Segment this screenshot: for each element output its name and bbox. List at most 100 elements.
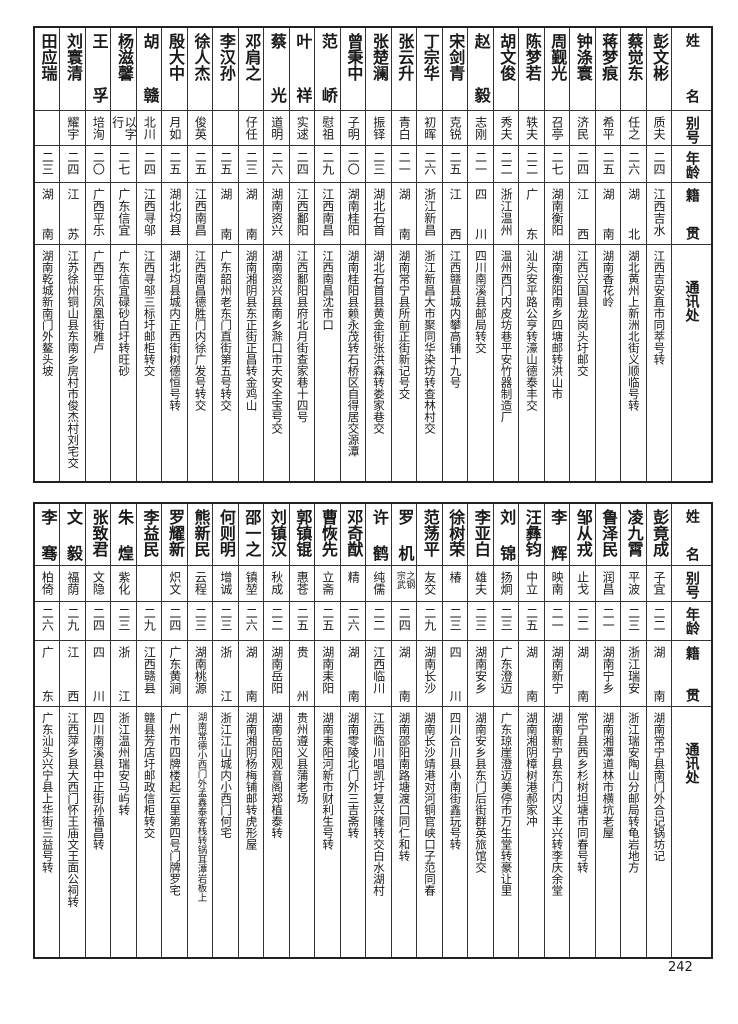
name-text: 李益民 [140, 509, 160, 557]
table-row: 殷大中 月如 二五 湖北均县 湖北均县城内正西街树德恒号转 [161, 28, 187, 481]
alias-text: 子宜 [652, 571, 667, 595]
age-text: 二三 [473, 607, 488, 631]
age-text: 二四 [295, 151, 310, 175]
name-text: 蔡光 [267, 33, 287, 103]
origin-cell: 湖南 [213, 183, 238, 245]
name-text: 朱煌 [114, 509, 134, 561]
origin-text: 湖北 [626, 188, 641, 240]
table-row: 邓奇猷精二六 湖南 湖南零陵北门外三吉斋转 [339, 504, 366, 957]
origin-cell: 湖南宁乡 [595, 641, 621, 707]
table-row: 彭文彬 质夫 二四 江西吉水 江西吉安直市同萃号转 [645, 28, 671, 481]
origin-text: 湖南 [244, 188, 259, 240]
age-text: 二九 [65, 607, 80, 631]
origin-cell: 四川 [85, 641, 111, 707]
name-text: 蔡觉东 [624, 33, 644, 81]
address-text: 江西鄱阳县府北月街查家巷十四号 [295, 250, 310, 423]
header-name-label: 姓名 [683, 509, 700, 561]
name-text: 彭文彬 [650, 33, 670, 81]
age-cell: 二二 [570, 602, 595, 641]
table-row: 范峤 慰祖 二九 江西南昌 江西南昌沈市口 [314, 28, 340, 481]
name-text: 刘镇汉 [267, 509, 287, 557]
address-cell: 湖南湘阴县东正街正昌转金鸡山 [239, 245, 263, 481]
table-row: 宋剑青 克锐 二五 江西 江西赣县城内攀高铺十九号 [441, 28, 468, 481]
age-cell: 二三 [213, 602, 238, 641]
age-text: 二四 [167, 607, 182, 631]
alias-text: 增诚 [218, 571, 233, 595]
name-text: 钟涤寰 [573, 33, 593, 81]
name-cell: 范峤 [315, 28, 340, 111]
age-cell: 二〇 [340, 146, 366, 183]
origin-cell: 广东 [34, 641, 60, 707]
header-age: 年龄 [672, 602, 711, 641]
header-age: 年龄 [672, 146, 711, 183]
name-text: 胡赣 [140, 33, 160, 103]
address-text: 江西寻邬三标圩邮柜转交 [142, 250, 157, 377]
name-text: 殷大中 [165, 33, 185, 81]
address-text: 广东韶州老东门直街第五号转交 [219, 250, 234, 411]
alias-cell: 秀夫 [493, 111, 519, 146]
address-cell: 湖南长沙靖港对河铜官峡口子范同春 [417, 707, 441, 957]
origin-cell: 浙江温州 [493, 183, 519, 245]
name-cell: 彭文彬 [646, 28, 671, 111]
table-row: 凌九霄 平波 二三 浙江瑞安 浙江瑞安陶山分邮局转龟岩地方 [620, 504, 646, 957]
alias-cell: 青白 [391, 111, 417, 146]
name-cell: 罗机 [391, 504, 417, 566]
name-cell: 文毅 [60, 504, 85, 566]
origin-cell: 江苏 [60, 183, 85, 245]
age-cell: 二三 [366, 146, 391, 183]
address-cell: 广西平乐凤凰街雅卢 [86, 245, 110, 481]
age-text: 二三 [448, 607, 463, 631]
age-cell: 二四 [570, 146, 595, 183]
address-cell: 四川南溪县中正街孙福昌转 [86, 707, 110, 957]
name-text: 叶祥 [293, 33, 313, 103]
alias-text: 中立 [524, 571, 539, 595]
age-text: 二四 [142, 151, 157, 175]
table-row: 李辉 映南 二一 湖南新宁 湖南新宁县东门内义丰兴转李庆余堂 [543, 504, 570, 957]
age-text: 二六 [40, 607, 55, 631]
address-cell: 江西萍乡县大西门怀王庙文王面公祠转 [60, 707, 84, 957]
age-cell: 二六 [34, 602, 60, 641]
alias-cell [34, 111, 60, 146]
address-text: 浙江新昌大市聚同华染坊转查林村交 [423, 250, 437, 434]
address-text: 江西赣县城内攀高铺十九号 [448, 250, 463, 388]
address-cell: 广东汕头兴宁县上华街三益号转 [35, 707, 59, 957]
origin-text: 四川 [473, 188, 488, 240]
alias-cell [213, 111, 238, 146]
table-row: 陈梦若 轶夫 二二 广东 汕头安平路公亨转濠山德泰丰交 [518, 28, 544, 481]
address-text: 江西南昌德胜门内徐广发号转交 [193, 250, 208, 411]
age-text: 二五 [295, 607, 310, 631]
alias-text: 仔任 [244, 116, 259, 140]
alias-text: 精 [346, 571, 361, 583]
table-row: 彭竟成 子宜 二二 湖南 湖南常宁县南门外合记锅坊记 [645, 504, 671, 957]
address-text: 江西吉安直市同萃号转 [652, 250, 667, 365]
name-text: 赵毅 [471, 33, 491, 103]
alias-cell: 希平 [595, 111, 621, 146]
name-text: 张云升 [395, 33, 415, 81]
age-text: 二五 [601, 151, 616, 175]
name-cell: 曾秉中 [340, 28, 366, 111]
origin-cell: 四川 [468, 183, 493, 245]
alias-text: 福荫 [65, 571, 80, 595]
header-address-label: 通讯处 [683, 280, 700, 322]
origin-text: 浙江 [116, 646, 131, 702]
age-cell: 二三 [238, 146, 264, 183]
name-cell: 徐树荣 [442, 504, 468, 566]
name-cell: 何则明 [213, 504, 238, 566]
origin-text: 湖南 [346, 646, 361, 702]
alias-cell: 召亭 [544, 111, 570, 146]
alias-cell: 子宜 [646, 566, 671, 602]
age-cell: 二五 [162, 146, 187, 183]
alias-cell: 镇堃 [238, 566, 264, 602]
address-text: 四川南溪县中正街孙福昌转 [91, 712, 106, 850]
origin-cell: 湖南 [570, 641, 595, 707]
address-cell: 湖南岳阳观音阁郑植泰转 [264, 707, 288, 957]
origin-cell: 浙江 [111, 641, 136, 707]
origin-cell: 湖南 [340, 641, 366, 707]
age-cell: 二五 [289, 602, 315, 641]
table-row: 周觐光 召亭 二七 湖南衡阳 湖南衡阳南乡四塘邮转洪山市 [543, 28, 570, 481]
name-cell: 李汉孙 [213, 28, 238, 111]
name-text: 凌九霄 [624, 509, 644, 557]
name-cell: 张楚澜 [366, 28, 391, 111]
name-cell: 李益民 [136, 504, 162, 566]
table-row: 张楚澜 振铎 二三 湖北石首 湖北石首县黄金街张洪森转娄家巷交 [365, 28, 391, 481]
